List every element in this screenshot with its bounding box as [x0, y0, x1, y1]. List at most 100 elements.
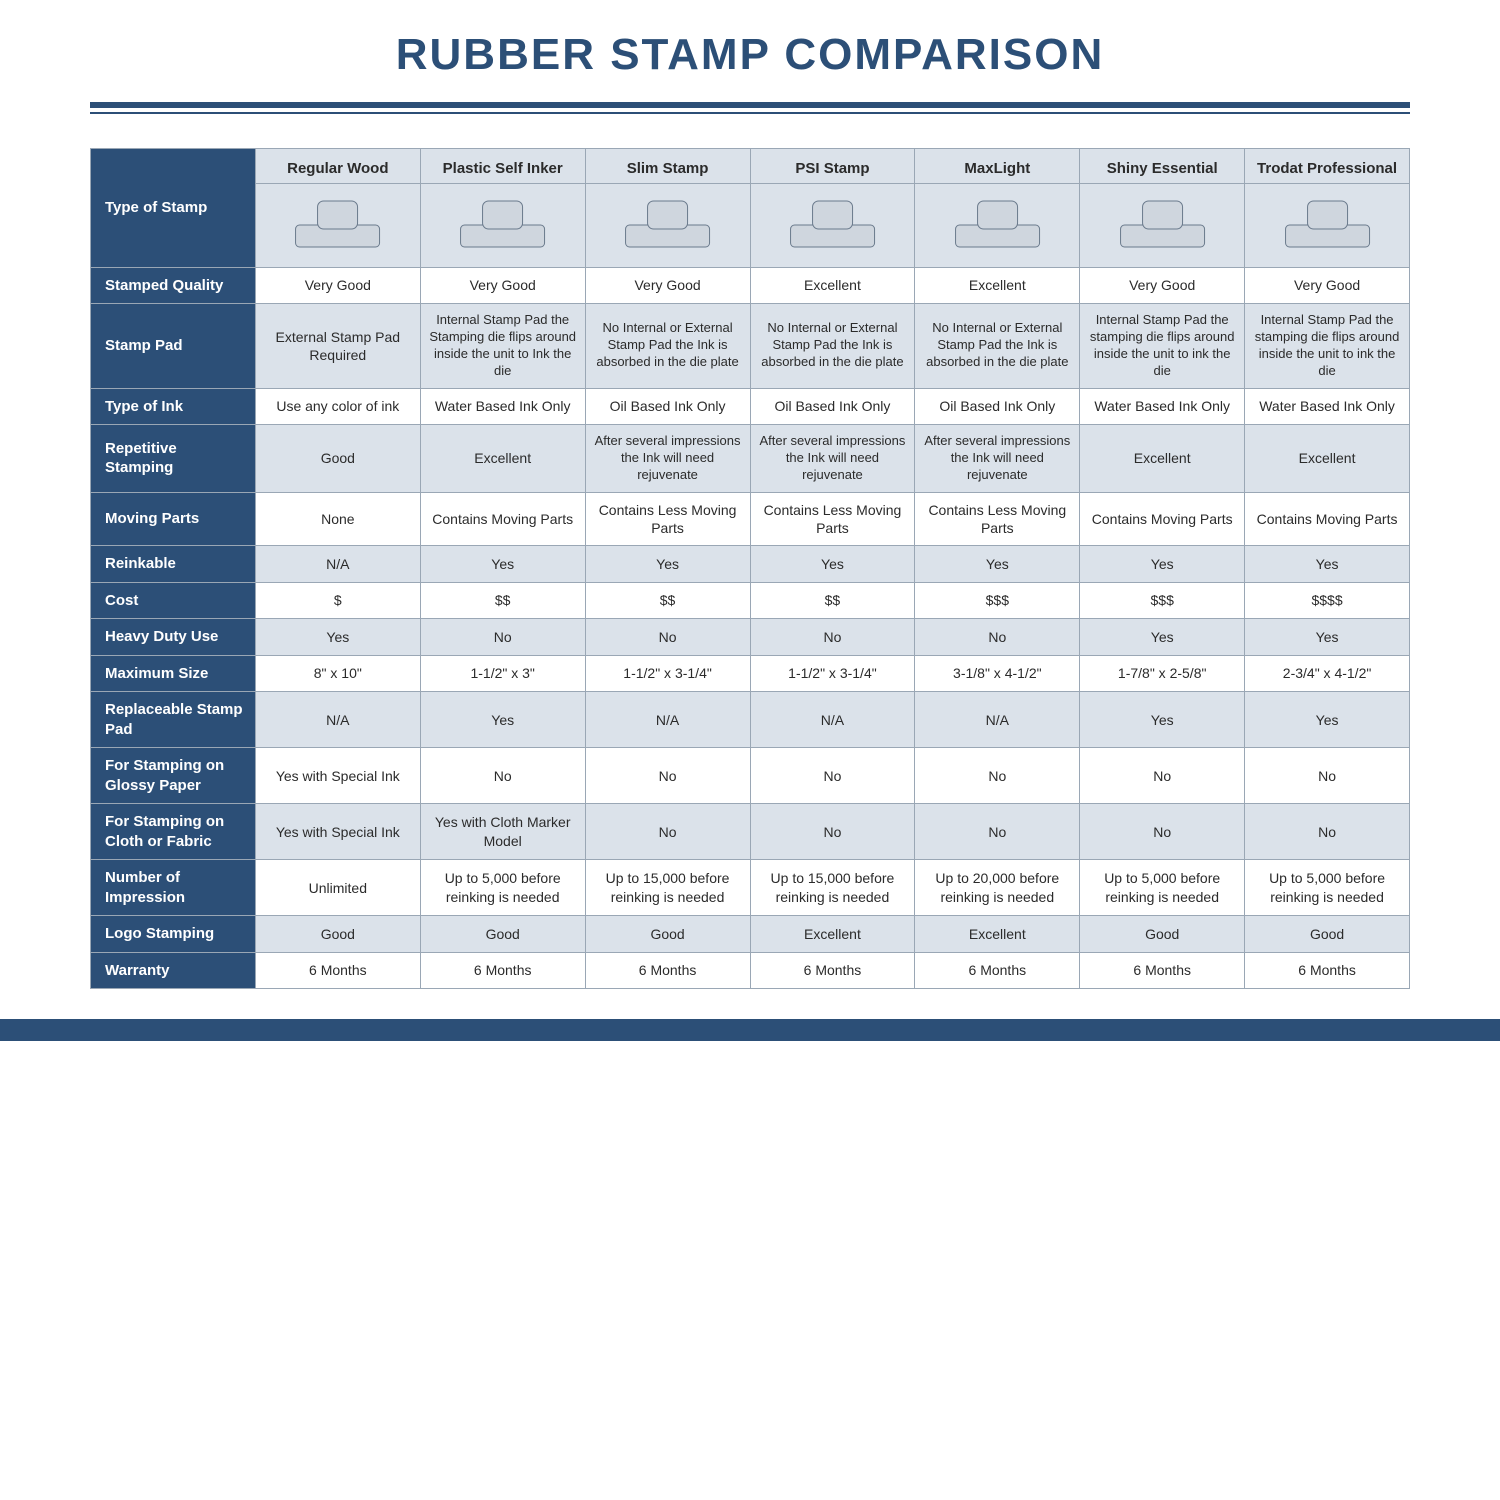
- table-cell: $: [255, 582, 420, 619]
- table-cell: Good: [1080, 916, 1245, 953]
- title-rule-thin: [90, 112, 1410, 114]
- table-cell: N/A: [915, 692, 1080, 748]
- title-block: RUBBER STAMP COMPARISON: [0, 0, 1500, 114]
- table-cell: Oil Based Ink Only: [915, 388, 1080, 425]
- table-cell: Up to 5,000 before reinking is needed: [1080, 860, 1245, 916]
- table-cell: Yes: [750, 546, 915, 583]
- table-row: Moving PartsNoneContains Moving PartsCon…: [91, 492, 1410, 545]
- slim-stamp-icon: [613, 191, 722, 255]
- table-row: Warranty6 Months6 Months6 Months6 Months…: [91, 952, 1410, 989]
- row-header: Heavy Duty Use: [91, 619, 256, 656]
- page-title: RUBBER STAMP COMPARISON: [0, 30, 1500, 80]
- table-cell: Oil Based Ink Only: [750, 388, 915, 425]
- table-cell: No: [585, 748, 750, 804]
- table-cell: Excellent: [1245, 425, 1410, 493]
- table-cell: Contains Less Moving Parts: [585, 492, 750, 545]
- stamp-image-cell: [915, 183, 1080, 267]
- table-cell: Very Good: [585, 267, 750, 304]
- row-header: Maximum Size: [91, 655, 256, 692]
- table-cell: N/A: [750, 692, 915, 748]
- row-header: For Stamping on Glossy Paper: [91, 748, 256, 804]
- row-header: Logo Stamping: [91, 916, 256, 953]
- table-row: Cost$$$$$$$$$$$$$$$$$: [91, 582, 1410, 619]
- table-cell: 1-1/2" x 3-1/4": [750, 655, 915, 692]
- table-cell: $$: [420, 582, 585, 619]
- table-cell: No: [1080, 748, 1245, 804]
- table-cell: Contains Moving Parts: [1080, 492, 1245, 545]
- table-row: Type of InkUse any color of inkWater Bas…: [91, 388, 1410, 425]
- table-cell: Good: [585, 916, 750, 953]
- table-cell: $$: [585, 582, 750, 619]
- table-cell: Yes with Special Ink: [255, 748, 420, 804]
- table-cell: N/A: [255, 546, 420, 583]
- table-cell: 6 Months: [420, 952, 585, 989]
- stamp-image-cell: [420, 183, 585, 267]
- table-cell: No: [585, 619, 750, 656]
- table-cell: Water Based Ink Only: [1080, 388, 1245, 425]
- table-cell: 1-7/8" x 2-5/8": [1080, 655, 1245, 692]
- page: RUBBER STAMP COMPARISON Type of StampReg…: [0, 0, 1500, 1041]
- table-cell: Internal Stamp Pad the stamping die flip…: [1245, 304, 1410, 389]
- table-cell: 6 Months: [915, 952, 1080, 989]
- table-cell: $$$: [1080, 582, 1245, 619]
- row-header: For Stamping on Cloth or Fabric: [91, 804, 256, 860]
- table-cell: Very Good: [1080, 267, 1245, 304]
- table-cell: Contains Moving Parts: [420, 492, 585, 545]
- table-cell: 8" x 10": [255, 655, 420, 692]
- table-cell: Internal Stamp Pad the stamping die flip…: [1080, 304, 1245, 389]
- table-cell: Yes: [585, 546, 750, 583]
- table-cell: After several impressions the Ink will n…: [585, 425, 750, 493]
- table-cell: Up to 5,000 before reinking is needed: [1245, 860, 1410, 916]
- table-cell: Up to 15,000 before reinking is needed: [750, 860, 915, 916]
- table-cell: None: [255, 492, 420, 545]
- trodat-professional-stamp-icon: [1273, 191, 1382, 255]
- regular-wood-stamp-icon: [283, 191, 392, 255]
- table-cell: Yes with Special Ink: [255, 804, 420, 860]
- table-cell: 1-1/2" x 3-1/4": [585, 655, 750, 692]
- table-cell: Good: [1245, 916, 1410, 953]
- table-cell: Good: [420, 916, 585, 953]
- table-cell: Excellent: [1080, 425, 1245, 493]
- table-header-row: Type of StampRegular WoodPlastic Self In…: [91, 149, 1410, 184]
- row-header: Replaceable Stamp Pad: [91, 692, 256, 748]
- stamp-image-cell: [750, 183, 915, 267]
- table-cell: Very Good: [255, 267, 420, 304]
- table-cell: Excellent: [750, 916, 915, 953]
- table-cell: Contains Moving Parts: [1245, 492, 1410, 545]
- table-cell: N/A: [585, 692, 750, 748]
- table-cell: Yes: [1245, 619, 1410, 656]
- table-cell: Water Based Ink Only: [420, 388, 585, 425]
- table-row: For Stamping on Cloth or FabricYes with …: [91, 804, 1410, 860]
- table-row: Stamped QualityVery GoodVery GoodVery Go…: [91, 267, 1410, 304]
- stamp-image-cell: [1080, 183, 1245, 267]
- table-cell: Yes: [1080, 692, 1245, 748]
- row-header: Stamp Pad: [91, 304, 256, 389]
- table-cell: Yes: [1080, 546, 1245, 583]
- table-row: Number of ImpressionUnlimitedUp to 5,000…: [91, 860, 1410, 916]
- table-cell: Yes: [255, 619, 420, 656]
- table-cell: $$$$: [1245, 582, 1410, 619]
- stamp-image-cell: [585, 183, 750, 267]
- column-header: Regular Wood: [255, 149, 420, 184]
- row-header: Number of Impression: [91, 860, 256, 916]
- table-cell: Good: [255, 425, 420, 493]
- table-cell: No: [750, 619, 915, 656]
- table-cell: 6 Months: [1245, 952, 1410, 989]
- table-cell: No: [1245, 748, 1410, 804]
- table-row: For Stamping on Glossy PaperYes with Spe…: [91, 748, 1410, 804]
- shiny-essential-stamp-icon: [1108, 191, 1217, 255]
- table-cell: Good: [255, 916, 420, 953]
- table-cell: Yes: [1245, 546, 1410, 583]
- corner-header: Type of Stamp: [91, 149, 256, 268]
- table-cell: No: [915, 619, 1080, 656]
- table-body: Stamped QualityVery GoodVery GoodVery Go…: [91, 267, 1410, 989]
- column-header: Shiny Essential: [1080, 149, 1245, 184]
- table-cell: 2-3/4" x 4-1/2": [1245, 655, 1410, 692]
- table-cell: $$: [750, 582, 915, 619]
- row-header: Warranty: [91, 952, 256, 989]
- row-header: Repetitive Stamping: [91, 425, 256, 493]
- table-row: Heavy Duty UseYesNoNoNoNoYesYes: [91, 619, 1410, 656]
- table-cell: Yes: [1245, 692, 1410, 748]
- comparison-table-wrap: Type of StampRegular WoodPlastic Self In…: [90, 148, 1410, 989]
- comparison-table: Type of StampRegular WoodPlastic Self In…: [90, 148, 1410, 989]
